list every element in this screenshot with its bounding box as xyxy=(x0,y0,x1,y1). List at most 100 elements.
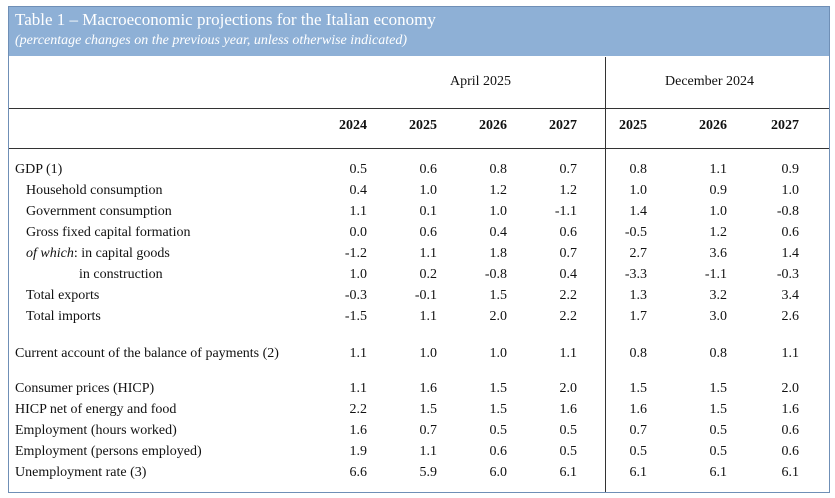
table-row: in construction 1.0 0.2 -0.8 0.4 -3.3 -1.1 -0.3 xyxy=(9,267,829,287)
table-cell: 0.7 xyxy=(559,162,578,177)
row-label-text: Employment (persons employed) xyxy=(15,444,202,459)
table-cell: 0.6 xyxy=(419,225,438,240)
row-label: GDP (1) xyxy=(15,162,62,178)
table-row: HICP net of energy and food 2.2 1.5 1.5 1.6 1… xyxy=(9,402,829,422)
table-title: Table 1 – Macroeconomic projections for … xyxy=(15,10,436,29)
table-frame: Table 1 – Macroeconomic projections for … xyxy=(8,6,830,493)
table-row: Unemployment rate (3) 6.6 5.9 6.0 6.1 6.1 6.1 6… xyxy=(9,465,829,485)
year-header: 2026 xyxy=(699,118,727,133)
table-cell: 1.1 xyxy=(559,346,578,361)
table-cell: 2.0 xyxy=(559,381,578,396)
table-cell: 1.0 xyxy=(349,267,368,282)
table-cell: -0.3 xyxy=(344,288,367,303)
table-cell: 1.6 xyxy=(629,402,648,417)
table-subtitle: (percentage changes on the previous year… xyxy=(15,33,408,48)
table-cell: 1.5 xyxy=(709,402,728,417)
row-label: Total imports xyxy=(26,309,101,325)
row-label-text: Unemployment rate (3) xyxy=(15,465,147,480)
table-cell: 0.6 xyxy=(781,225,800,240)
row-label-text: Gross fixed capital formation xyxy=(26,225,191,240)
table-cell: 6.1 xyxy=(559,465,578,480)
table-cell: 0.6 xyxy=(559,225,578,240)
table-cell: 0.5 xyxy=(559,444,578,459)
table-cell: 3.6 xyxy=(709,246,728,261)
table-cell: 0.8 xyxy=(489,162,508,177)
table-cell: 1.9 xyxy=(349,444,368,459)
row-label: Total exports xyxy=(26,288,99,304)
table-cell: 2.7 xyxy=(629,246,648,261)
table-cell: 0.5 xyxy=(559,423,578,438)
table-row: of which: in capital goods -1.2 1.1 1.8 0.7 2… xyxy=(9,246,829,266)
row-label: Household consumption xyxy=(26,183,163,199)
table-cell: -0.3 xyxy=(776,267,799,282)
column-divider xyxy=(605,57,606,492)
table-cell: 2.2 xyxy=(349,402,368,417)
table-cell: 1.3 xyxy=(629,288,648,303)
table-cell: 0.4 xyxy=(349,183,368,198)
row-label-text: GDP (1) xyxy=(15,162,63,177)
table-cell: 3.4 xyxy=(781,288,800,303)
year-header: 2027 xyxy=(771,118,799,133)
row-label-text: Total imports xyxy=(26,309,101,324)
row-label: HICP net of energy and food xyxy=(15,402,176,418)
table-row: Household consumption 0.4 1.0 1.2 1.2 1.0 0.9 1… xyxy=(9,183,829,203)
table-cell: 1.1 xyxy=(349,204,368,219)
table-cell: 0.8 xyxy=(629,162,648,177)
table-cell: 1.4 xyxy=(629,204,648,219)
row-label-text: Government consumption xyxy=(26,204,172,219)
table-cell: 0.8 xyxy=(709,346,728,361)
table-cell: 0.5 xyxy=(629,444,648,459)
table-cell: 0.0 xyxy=(349,225,368,240)
table-cell: 1.1 xyxy=(419,309,438,324)
row-label: Consumer prices (HICP) xyxy=(15,381,154,397)
year-header: 2027 xyxy=(549,118,577,133)
table-cell: 1.6 xyxy=(419,381,438,396)
row-label-text: Employment (hours worked) xyxy=(15,423,177,438)
table-cell: 0.6 xyxy=(419,162,438,177)
table-cell: 0.4 xyxy=(489,225,508,240)
row-label: Employment (persons employed) xyxy=(15,444,202,460)
table-cell: 0.4 xyxy=(559,267,578,282)
table-cell: 0.7 xyxy=(629,423,648,438)
table-cell: 0.5 xyxy=(709,444,728,459)
table-cell: 2.2 xyxy=(559,288,578,303)
row-label-text: Current account of the balance of paymen… xyxy=(15,346,279,361)
table-cell: 1.0 xyxy=(419,183,438,198)
row-label-text: Household consumption xyxy=(26,183,163,198)
title-bar: Table 1 – Macroeconomic projections for … xyxy=(9,7,829,56)
table-cell: -1.5 xyxy=(344,309,367,324)
row-label-text: HICP net of energy and food xyxy=(15,402,177,417)
table-cell: 6.1 xyxy=(709,465,728,480)
table-cell: 3.0 xyxy=(709,309,728,324)
row-label: in construction xyxy=(79,267,163,283)
table-cell: 0.9 xyxy=(781,162,800,177)
row-label-text: : in capital goods xyxy=(73,246,170,261)
table-cell: -0.5 xyxy=(624,225,647,240)
table-cell: 0.1 xyxy=(419,204,438,219)
group-header-april-2025: April 2025 xyxy=(450,74,512,89)
table-cell: 2.0 xyxy=(781,381,800,396)
row-label-text: in construction xyxy=(79,267,163,282)
table-cell: 0.5 xyxy=(349,162,368,177)
table-cell: 2.2 xyxy=(559,309,578,324)
table-row: Total exports -0.3 -0.1 1.5 2.2 1.3 3.2 3.4 xyxy=(9,288,829,308)
table-row: Employment (persons employed) 1.9 1.1 0.6 0.… xyxy=(9,444,829,464)
table-cell: -3.3 xyxy=(624,267,647,282)
table-cell: 1.5 xyxy=(709,381,728,396)
table-cell: 5.9 xyxy=(419,465,438,480)
table-cell: 1.5 xyxy=(419,402,438,417)
table-cell: -0.8 xyxy=(776,204,799,219)
table-cell: 0.6 xyxy=(489,444,508,459)
table-cell: 1.1 xyxy=(349,346,368,361)
table-cell: 1.5 xyxy=(489,288,508,303)
table-cell: 0.6 xyxy=(781,444,800,459)
table-cell: 1.1 xyxy=(781,346,800,361)
table-row: GDP (1) 0.5 0.6 0.8 0.7 0.8 1.1 0.9 xyxy=(9,162,829,182)
year-header-rule xyxy=(9,148,829,149)
table-cell: 0.5 xyxy=(489,423,508,438)
year-header: 2025 xyxy=(409,118,437,133)
table-cell: 6.1 xyxy=(629,465,648,480)
year-header: 2024 xyxy=(339,118,367,133)
table-cell: 1.8 xyxy=(489,246,508,261)
row-label: of which: in capital goods xyxy=(26,246,170,262)
